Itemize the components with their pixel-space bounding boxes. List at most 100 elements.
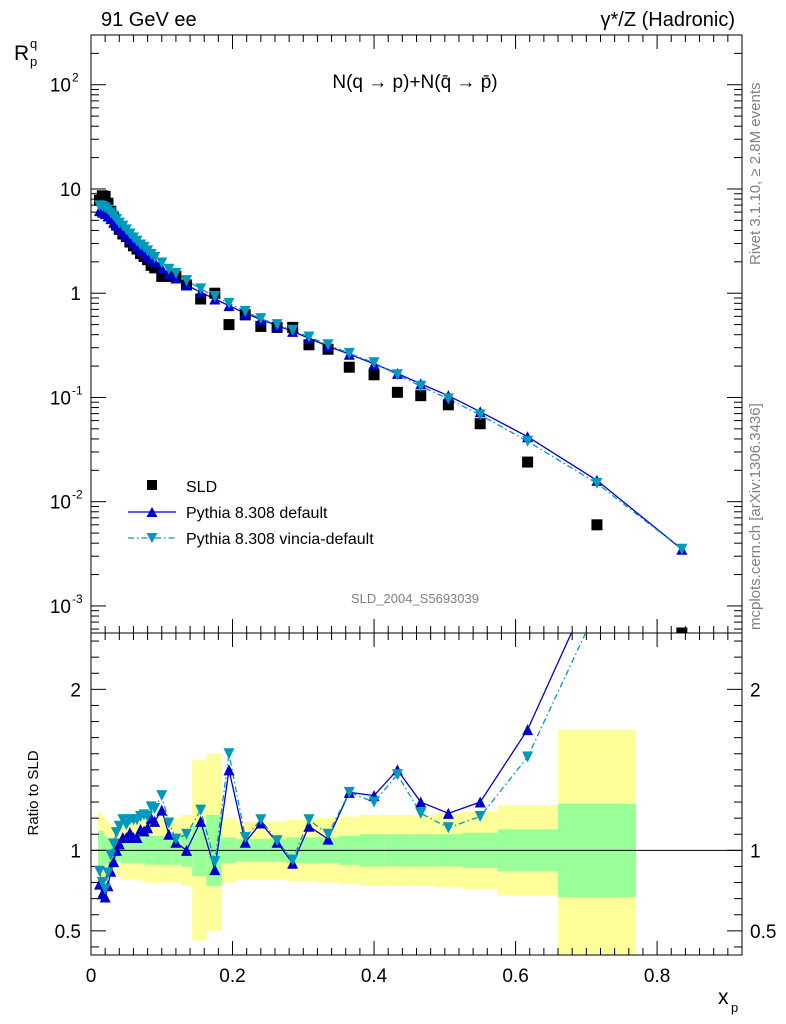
main-series-clipped [93, 190, 688, 633]
ratio-pythia-vincia-point [108, 838, 120, 850]
ratio-pythia-vincia-point [391, 769, 403, 781]
pythia-vincia-point [343, 347, 355, 359]
sld-point [223, 319, 235, 331]
legend-pythia-vincia-marker [146, 533, 158, 543]
pythia-vincia-point [149, 252, 161, 264]
ratio-pythia-default-point [142, 822, 154, 834]
x-axis-label: x [718, 986, 729, 1009]
pythia-vincia-point [156, 257, 168, 269]
y-tick-label-exponent: -2 [72, 488, 83, 502]
ratio-uncertainty-bands [98, 729, 636, 955]
y-tick-label: 10 [50, 493, 71, 514]
sld-point [676, 627, 688, 633]
pythia-vincia-point [163, 263, 175, 275]
rivet-version-text: Rivet 3.1.10, ≥ 2.8M events [747, 83, 764, 266]
ratio-pythia-vincia-point [181, 828, 193, 840]
ratio-pythia-default-point [223, 764, 235, 776]
pythia-vincia-point [209, 291, 221, 303]
pythia-vincia-point [591, 477, 603, 489]
main-series-layer [93, 190, 688, 633]
ratio-pythia-default-point [442, 807, 454, 819]
ratio-pythia-default-point [99, 891, 111, 903]
ratio-series-layer [93, 571, 602, 903]
ratio-y-tick-label: 0.5 [55, 922, 81, 943]
x-tick-label: 0.2 [219, 966, 245, 987]
ratio-pythia-default-point [156, 804, 168, 816]
legend-pythia-default-marker [146, 507, 158, 517]
sld-point [474, 418, 486, 430]
ratio-pythia-default-point [522, 724, 534, 736]
pythia-vincia-point [676, 543, 688, 555]
header-left: 91 GeV ee [101, 9, 197, 31]
ratio-pythia-vincia-point [102, 867, 114, 879]
ratio-panel-frame [90, 632, 743, 956]
sld-point [591, 519, 603, 531]
y-axis-label-sup: q [30, 36, 37, 51]
sld-point [522, 456, 534, 468]
sld-point [195, 293, 207, 305]
pythia-vincia-point [223, 297, 235, 309]
pythia-default-line [99, 210, 683, 550]
ratio-pythia-default-point [181, 844, 193, 856]
ratio-pythia-vincia-point [142, 811, 154, 823]
y-axis-label: R [14, 42, 29, 65]
y-tick-label: 10 [50, 76, 71, 97]
x-tick-label: 0 [86, 966, 97, 987]
y-tick-label-exponent: 2 [72, 71, 79, 85]
ratio-series-clipped [93, 571, 602, 903]
sld-point [343, 361, 355, 373]
ratio-pythia-default-point [591, 571, 602, 582]
pythia-vincia-point [303, 331, 315, 343]
ratio-pythia-vincia-point [522, 751, 534, 763]
ratio-pythia-vincia-point [474, 811, 486, 823]
y-tick-label-exponent: -1 [72, 383, 83, 397]
sld-point [442, 399, 454, 411]
pythia-vincia-point [442, 393, 454, 405]
sld-point [391, 386, 403, 398]
ratio-pythia-vincia-point [415, 807, 427, 819]
pythia-vincia-point [239, 305, 251, 317]
sld-point [415, 390, 427, 402]
pythia-vincia-point [255, 313, 267, 325]
y-tick-label-exponent: -3 [72, 592, 83, 606]
ratio-pythia-default-point [108, 856, 120, 868]
pythia-vincia-point [415, 380, 427, 392]
plot-title: N(q → p)+N(q̄ → p̄) [332, 72, 497, 93]
ratio-pythia-vincia-point [163, 817, 175, 829]
pythia-vincia-line [99, 205, 683, 550]
legend-sld-label: SLD [186, 479, 217, 496]
ratio-pythia-vincia-point [368, 796, 380, 808]
ratio-pythia-default-point [131, 831, 143, 843]
ratio-pythia-vincia-point [195, 804, 207, 816]
ratio-pythia-vincia-point [170, 833, 182, 845]
ratio-pythia-vincia-point [149, 802, 161, 814]
ratio-pythia-default-point [209, 864, 221, 876]
ratio-pythia-vincia-point [303, 814, 315, 826]
ratio-pythia-vincia-point [287, 854, 299, 866]
x-axis-label-sub: p [731, 1000, 738, 1015]
ratio-pythia-vincia-point [271, 835, 283, 847]
ratio-y-tick-label-right: 1 [750, 841, 761, 862]
legend-entry-pythia-default: Pythia 8.308 default [128, 505, 328, 522]
ratio-pythia-default-point [163, 828, 175, 840]
ratio-pythia-default-point [113, 838, 125, 850]
header-right: γ*/Z (Hadronic) [601, 9, 735, 31]
ratio-pythia-vincia-point [156, 790, 168, 802]
ratio-pythia-vincia-point [343, 786, 355, 798]
ratio-pythia-vincia-point [96, 877, 108, 889]
legend-entry-pythia-vincia: Pythia 8.308 vincia-default [128, 531, 374, 548]
ratio-y-tick-label: 1 [70, 841, 81, 862]
sld-point [368, 369, 380, 381]
ratio-y-tick-label-right: 2 [750, 680, 761, 701]
ratio-pythia-vincia-point [93, 865, 105, 877]
pythia-vincia-point [170, 267, 182, 279]
ratio-pythia-vincia-point [209, 856, 221, 868]
pythia-vincia-point [287, 324, 299, 336]
legend: SLD Pythia 8.308 default Pythia 8.308 vi… [128, 479, 374, 548]
ratio-pythia-vincia-point [105, 849, 117, 861]
ratio-y-tick-label-right: 0.5 [750, 922, 776, 943]
ratio-y-tick-label: 2 [70, 680, 81, 701]
sld-point [156, 270, 168, 282]
pythia-vincia-point [195, 283, 207, 295]
